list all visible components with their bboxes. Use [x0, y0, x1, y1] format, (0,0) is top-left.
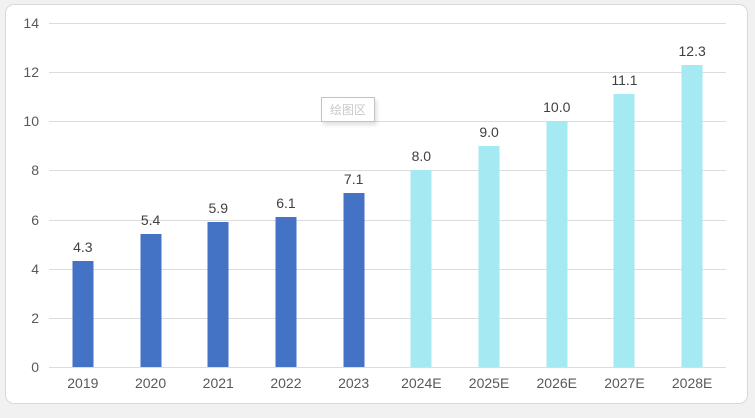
x-axis-label-2020: 2020 — [134, 375, 167, 391]
y-axis-tick-label: 8 — [31, 162, 39, 179]
bar-2026E[interactable] — [546, 121, 568, 367]
y-axis-tick-label: 4 — [31, 260, 39, 277]
data-label-2023: 7.1 — [343, 170, 364, 187]
data-label-2028E: 12.3 — [678, 42, 706, 59]
x-axis-label-2022: 2022 — [270, 375, 302, 391]
x-axis-label-2019: 2019 — [67, 375, 99, 391]
x-axis-label-2025E: 2025E — [468, 375, 510, 391]
data-label-2020: 5.4 — [140, 212, 161, 229]
bar-2019[interactable] — [72, 261, 94, 367]
y-axis-tick-label: 10 — [23, 113, 39, 130]
x-axis-label-2026E: 2026E — [536, 375, 577, 391]
gridline — [49, 268, 726, 270]
gridline — [49, 219, 726, 221]
plot-area-tooltip-label: 绘图区 — [330, 103, 367, 117]
bar-2028E[interactable] — [681, 64, 703, 367]
bar-2025E[interactable] — [478, 145, 500, 367]
x-axis-label-2028E: 2028E — [671, 375, 713, 391]
data-label-2026E: 10.0 — [543, 99, 571, 116]
plot-area-tooltip: 绘图区 — [321, 97, 376, 122]
bar-2020[interactable] — [140, 234, 162, 367]
x-axis-line — [49, 367, 726, 368]
x-axis-label-2023: 2023 — [338, 375, 370, 391]
plot-area[interactable]: 0 2 4 6 8 10 12 14 4.3 2019 5.4 2020 5.9 2021 6.1 2022 7… — [23, 15, 726, 391]
data-label-2025E: 9.0 — [479, 123, 499, 140]
bar-2022[interactable] — [275, 217, 297, 367]
y-axis-tick-label: 12 — [23, 64, 39, 81]
x-axis-label-2024E: 2024E — [401, 375, 442, 391]
bar-2024E[interactable] — [410, 170, 432, 367]
x-axis-label-2021: 2021 — [202, 375, 234, 391]
x-axis-label-2027E: 2027E — [604, 375, 645, 391]
y-axis-tick-label: 2 — [31, 309, 39, 326]
y-axis-tick-label: 0 — [31, 359, 39, 375]
bar-2023[interactable] — [343, 192, 365, 367]
gridline — [49, 170, 726, 172]
gridline — [49, 23, 726, 24]
data-label-2027E: 11.1 — [611, 72, 638, 89]
data-label-2019: 4.3 — [73, 239, 93, 256]
chart-frame: 0 2 4 6 8 10 12 14 4.3 2019 5.4 2020 5.9 2021 6.1 2022 7… — [5, 4, 748, 404]
gridline — [49, 317, 726, 319]
y-axis-tick-label: 14 — [23, 15, 39, 31]
gridline — [49, 72, 726, 74]
data-label-2022: 6.1 — [276, 195, 296, 212]
data-label-2021: 5.9 — [208, 200, 228, 217]
bar-2027E[interactable] — [613, 94, 635, 367]
data-label-2024E: 8.0 — [411, 148, 432, 165]
gridline — [49, 121, 726, 123]
y-axis-tick-label: 6 — [31, 211, 39, 228]
bar-2021[interactable] — [207, 222, 229, 367]
